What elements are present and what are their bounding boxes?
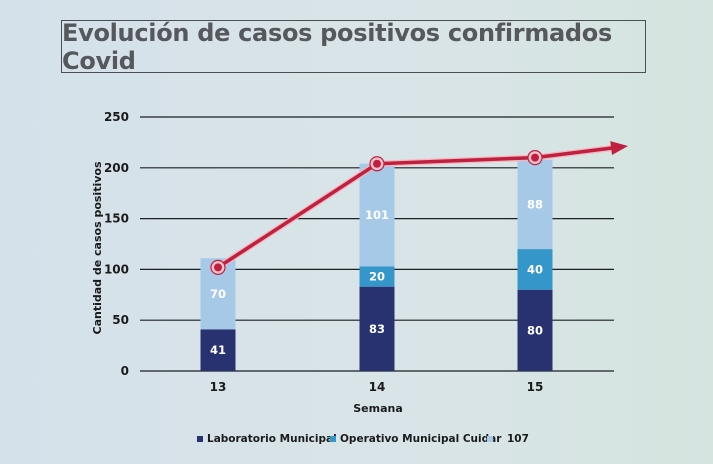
y-tick-label: 100 xyxy=(104,262,129,276)
bar-segment xyxy=(359,286,395,371)
legend-swatch xyxy=(487,436,493,442)
chart-title-box: Evolución de casos positivos confirmados… xyxy=(61,18,646,75)
y-tick-label: 200 xyxy=(104,161,129,175)
bar-segment xyxy=(200,329,236,371)
legend-label: Laboratorio Municipal xyxy=(207,433,337,445)
x-tick-label: 13 xyxy=(210,380,227,394)
data-label: 88 xyxy=(527,197,543,211)
y-tick-label: 150 xyxy=(104,212,129,226)
legend-label: Operativo Municipal Cuidar xyxy=(340,433,502,445)
trend-point xyxy=(531,153,539,162)
data-label: 20 xyxy=(369,270,385,284)
data-label: 41 xyxy=(210,343,226,357)
chart-title: Evolución de casos positivos confirmados… xyxy=(62,18,612,75)
data-label: 40 xyxy=(527,262,543,276)
trend-line-halo xyxy=(215,144,618,271)
legend-swatch xyxy=(197,436,203,442)
data-label: 83 xyxy=(369,322,385,336)
data-label: 70 xyxy=(210,287,226,301)
y-axis-label: Cantidad de casos positivos xyxy=(91,161,104,334)
bar-segment xyxy=(359,266,395,287)
trend-point xyxy=(214,263,222,272)
bar-segment xyxy=(517,289,553,371)
y-tick-label: 50 xyxy=(112,313,129,327)
trend-arrowhead xyxy=(610,141,628,156)
trend-point xyxy=(373,159,381,168)
legend-label: 107 xyxy=(507,433,529,445)
bar-segment xyxy=(359,163,395,267)
y-tick-label: 250 xyxy=(104,110,129,124)
trend-line xyxy=(216,145,616,270)
x-axis-label: Semana xyxy=(353,402,403,415)
x-tick-label: 15 xyxy=(527,380,544,394)
legend-swatch xyxy=(330,436,336,442)
x-tick-label: 14 xyxy=(369,380,386,394)
y-tick-label: 0 xyxy=(121,364,129,378)
bar-segment xyxy=(517,159,553,250)
data-label: 101 xyxy=(365,208,389,222)
data-label: 80 xyxy=(527,323,543,337)
bar-segment xyxy=(517,249,553,290)
